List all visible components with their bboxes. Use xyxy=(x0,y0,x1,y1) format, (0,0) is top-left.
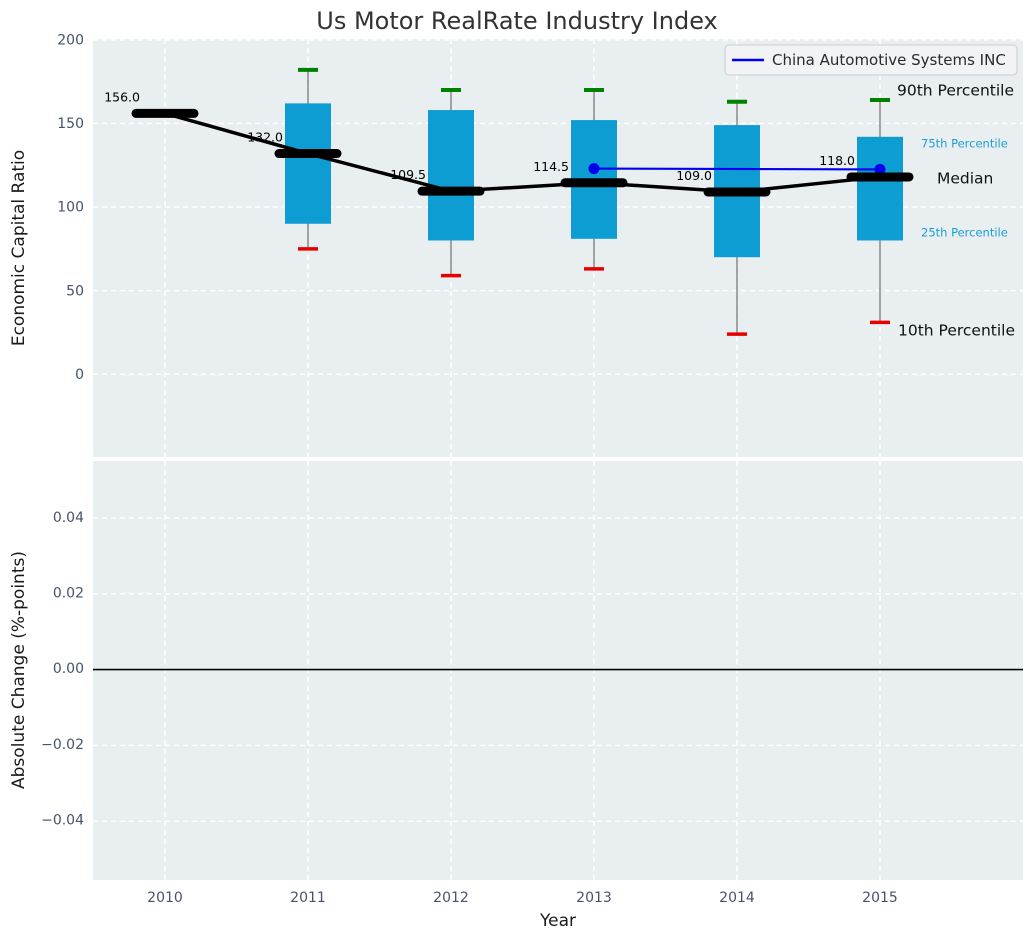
top-ytick-100: 100 xyxy=(57,200,84,216)
company-line xyxy=(593,167,881,171)
median-value-label-2015: 118.0 xyxy=(819,153,855,168)
top-plot-background xyxy=(93,39,1023,457)
annotation-75th-percentile: 75th Percentile xyxy=(921,137,1008,151)
top-ytick-50: 50 xyxy=(66,283,84,299)
bot-ytick-002: 0.02 xyxy=(53,586,84,602)
median-value-label-2010: 156.0 xyxy=(104,89,140,104)
bot-ytick-000: 0.00 xyxy=(53,661,84,677)
annotation-90th-percentile: 90th Percentile xyxy=(897,82,1014,100)
annotation-25th-percentile: 25th Percentile xyxy=(921,226,1008,240)
median-value-label-2011: 132.0 xyxy=(247,130,283,145)
xtick-2014: 2014 xyxy=(719,890,755,906)
top-ytick-0: 0 xyxy=(75,367,84,383)
median-value-label-2012: 109.5 xyxy=(390,167,426,182)
top-ytick-150: 150 xyxy=(57,116,84,132)
annotation-10th-percentile: 10th Percentile xyxy=(898,322,1015,340)
bottom-plot-background xyxy=(93,461,1023,880)
bottom-y-axis-label: Absolute Change (%-points) xyxy=(9,551,29,789)
xtick-2015: 2015 xyxy=(862,890,898,906)
iqr-box-2012 xyxy=(428,110,474,241)
bot-ytick-004: 0.04 xyxy=(53,510,84,526)
median-value-label-2013: 114.5 xyxy=(533,159,569,174)
iqr-box-2011 xyxy=(285,103,331,224)
annotation-median: Median xyxy=(937,169,993,187)
x-axis-label: Year xyxy=(539,911,576,931)
company-marker xyxy=(588,163,600,175)
legend-box xyxy=(724,44,1018,76)
iqr-box-2015 xyxy=(857,136,903,241)
bot-ytick-neg004: −0.04 xyxy=(41,813,84,829)
xtick-2011: 2011 xyxy=(290,890,326,906)
xtick-2013: 2013 xyxy=(576,890,612,906)
bot-ytick-neg002: −0.02 xyxy=(41,737,84,753)
legend-label: China Automotive Systems INC xyxy=(772,51,1006,69)
chart-title: Us Motor RealRate Industry Index xyxy=(316,7,718,35)
top-y-axis-label: Economic Capital Ratio xyxy=(9,150,29,346)
xtick-2010: 2010 xyxy=(147,890,183,906)
top-ytick-200: 200 xyxy=(57,33,84,49)
xtick-2012: 2012 xyxy=(433,890,469,906)
median-value-label-2014: 109.0 xyxy=(676,168,712,183)
company-marker xyxy=(874,163,886,175)
chart-geometry: 156.0 132.0 109.5 114.5 109.0 118.0 xyxy=(93,39,1023,880)
